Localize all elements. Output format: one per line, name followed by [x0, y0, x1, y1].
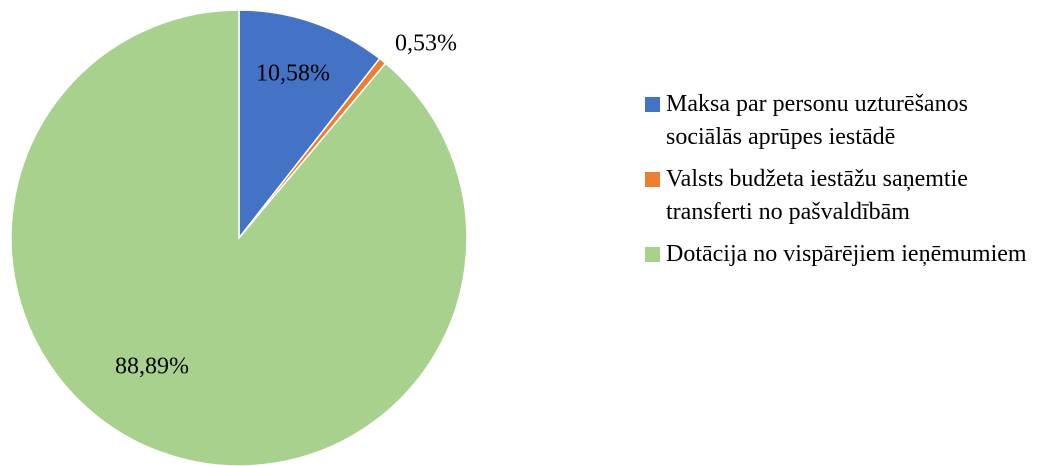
data-label: 0,53%	[395, 31, 457, 57]
legend-label: Dotācija no vispārējiem ieņēmumiem	[666, 241, 1027, 267]
legend-swatch	[645, 97, 660, 112]
legend-swatch	[645, 172, 660, 187]
chart: 10,58% 0,53% 88,89%	[10, 9, 468, 466]
legend-item: Maksa par personu uzturēšanos sociālās a…	[645, 88, 1035, 153]
pie-slice	[238, 9, 381, 241]
legend-label: Maksa par personu uzturēšanos sociālās a…	[666, 91, 968, 150]
legend-label: Valsts budžeta iestāžu saņemtie transfer…	[666, 166, 968, 225]
pie-slice	[10, 9, 468, 466]
legend-item: Dotācija no vispārējiem ieņēmumiem	[645, 238, 1035, 271]
data-label: 10,58%	[256, 61, 330, 87]
legend-swatch	[645, 247, 660, 262]
data-label: 88,89%	[115, 354, 189, 380]
legend-item: Valsts budžeta iestāžu saņemtie transfer…	[645, 163, 1035, 228]
legend: Maksa par personu uzturēšanos sociālās a…	[645, 88, 1035, 281]
